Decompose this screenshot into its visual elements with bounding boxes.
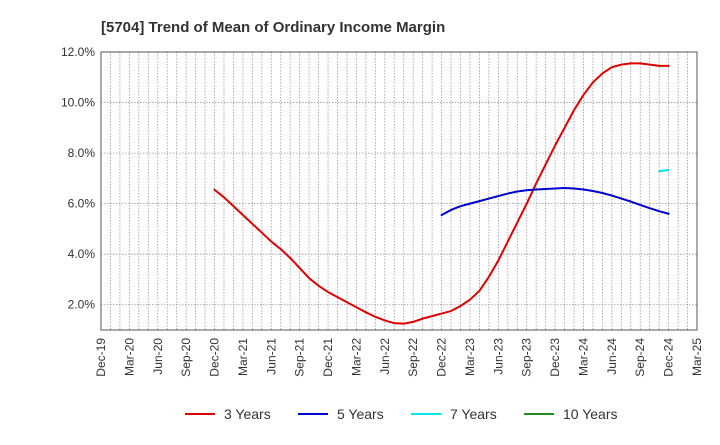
legend-label-7-years: 7 Years (450, 406, 497, 422)
x-tick-label: Mar-24 (576, 338, 590, 376)
legend-label-5-years: 5 Years (337, 406, 384, 422)
x-tick-label: Jun-24 (605, 338, 619, 375)
x-tick-label: Mar-21 (236, 338, 250, 376)
plot-area (101, 52, 697, 330)
y-tick-label: 6.0% (68, 197, 96, 211)
x-tick-label: Sep-21 (293, 338, 307, 377)
x-tick-label: Jun-22 (378, 338, 392, 375)
x-tick-label: Mar-23 (463, 338, 477, 376)
y-tick-label: 2.0% (68, 298, 96, 312)
legend-label-3-years: 3 Years (224, 406, 271, 422)
series-line-5-years (440, 186, 670, 217)
x-tick-label: Jun-21 (264, 338, 278, 375)
x-tick-label: Sep-20 (179, 338, 193, 377)
x-tick-label: Sep-24 (633, 338, 647, 377)
x-tick-label: Mar-22 (349, 338, 363, 376)
y-tick-label: 8.0% (68, 146, 96, 160)
x-tick-label: Jun-20 (151, 338, 165, 375)
x-tick-label: Sep-23 (520, 338, 534, 377)
y-tick-label: 10.0% (61, 96, 95, 110)
data-series (213, 62, 670, 325)
y-tick-label: 4.0% (68, 247, 96, 261)
grid-lines (101, 52, 697, 330)
x-tick-label: Dec-23 (548, 338, 562, 377)
series-line-3-years (213, 62, 670, 325)
x-tick-label: Dec-22 (435, 338, 449, 377)
x-tick-label: Dec-24 (662, 338, 676, 377)
x-tick-label: Dec-19 (94, 338, 108, 377)
x-tick-label: Jun-23 (491, 338, 505, 375)
series-line-7-years (658, 169, 670, 173)
legend: 3 Years 5 Years 7 Years 10 Years (185, 406, 618, 422)
x-tick-label: Sep-22 (406, 338, 420, 377)
chart-title: [5704] Trend of Mean of Ordinary Income … (101, 19, 445, 36)
axes: 2.0% 4.0% 6.0% 8.0% 10.0% 12.0% Dec-19 Mar-20 Ju… (61, 45, 704, 377)
legend-label-10-years: 10 Years (563, 406, 618, 422)
x-tick-label: Mar-25 (690, 338, 704, 376)
x-tick-label: Dec-20 (208, 338, 222, 377)
plot-border (100, 51, 698, 331)
x-tick-label: Mar-20 (122, 338, 136, 376)
x-tick-label: Dec-21 (321, 338, 335, 377)
y-tick-label: 12.0% (61, 45, 95, 59)
